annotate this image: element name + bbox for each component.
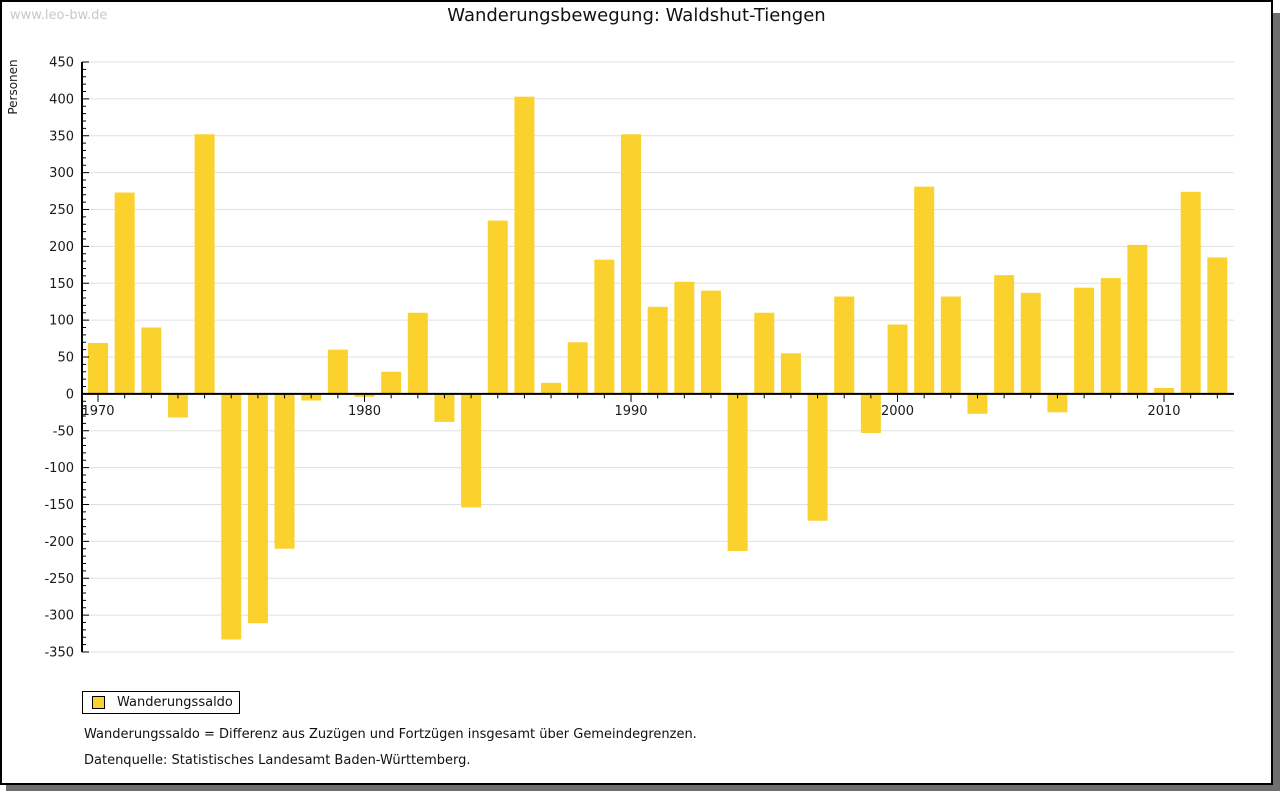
bar-1999 (860, 393, 881, 433)
x-tick-label: 2010 (1147, 404, 1180, 419)
bar-1973 (167, 393, 188, 418)
y-tick-label: -100 (44, 461, 74, 476)
bar-2001 (914, 186, 935, 394)
bar-2011 (1180, 191, 1201, 394)
bar-1984 (461, 393, 482, 508)
bar-2009 (1127, 244, 1148, 394)
frame-shadow-right (1273, 13, 1280, 791)
y-tick-labels: 450 400 350 300 250 200 150 100 50 0 -50 -100 -150 -2… (44, 56, 74, 661)
y-tick-label: -300 (44, 609, 74, 624)
bar-2006 (1047, 393, 1068, 413)
bar-2010 (1154, 387, 1175, 394)
bar-1986 (514, 96, 535, 394)
y-tick-label: 350 (49, 129, 74, 144)
bar-2012 (1207, 257, 1228, 394)
y-tick-label: 100 (49, 314, 74, 329)
y-tick-label: -350 (44, 646, 74, 661)
bar-1983 (434, 393, 455, 422)
bar-1995 (754, 312, 775, 394)
y-tick-label: 0 (66, 387, 74, 402)
bar-1993 (700, 290, 721, 394)
y-axis-title: Personen (6, 59, 20, 114)
bar-1970 (88, 342, 108, 394)
bar-1988 (567, 342, 588, 394)
bar-1987 (541, 382, 562, 394)
note-definition: Wanderungssaldo = Differenz aus Zuzügen … (84, 727, 697, 742)
bar-1990 (621, 134, 642, 394)
bar-1979 (327, 349, 348, 394)
bar-1977 (274, 393, 295, 549)
bar-1974 (194, 134, 215, 394)
x-tick-label: 1970 (81, 404, 114, 419)
bar-1976 (247, 393, 268, 624)
bar-2008 (1100, 278, 1121, 394)
bar-1994 (727, 393, 748, 551)
bar-2005 (1020, 292, 1041, 394)
x-tick-label: 1980 (348, 404, 381, 419)
legend-label: Wanderungssaldo (117, 695, 233, 710)
y-tick-label: 300 (49, 166, 74, 181)
x-tick-label: 1990 (614, 404, 647, 419)
y-tick-label: 250 (49, 203, 74, 218)
bar-1985 (487, 220, 508, 394)
bar-1996 (780, 353, 801, 394)
bar-1981 (381, 371, 402, 394)
y-tick-label: 400 (49, 92, 74, 107)
bar-1998 (834, 296, 855, 394)
legend-swatch-icon (92, 696, 105, 709)
axes (81, 61, 1234, 653)
bar-2004 (994, 275, 1015, 394)
y-tick-label: 150 (49, 277, 74, 292)
bar-1991 (647, 306, 668, 394)
bar-1992 (674, 281, 695, 394)
bar-1989 (594, 259, 615, 394)
x-tick-label: 2000 (881, 404, 914, 419)
y-tick-label: 450 (49, 56, 74, 71)
chart-title: Wanderungsbewegung: Waldshut-Tiengen (447, 5, 826, 26)
bar-series (88, 96, 1228, 640)
y-tick-label: 50 (57, 351, 74, 366)
bar-2007 (1074, 287, 1095, 394)
watermark: www.leo-bw.de (10, 8, 108, 23)
legend: Wanderungssaldo (82, 691, 240, 714)
bar-1975 (221, 393, 242, 640)
y-tick-label: -150 (44, 498, 74, 513)
y-tick-label: -250 (44, 572, 74, 587)
note-source: Datenquelle: Statistisches Landesamt Bad… (84, 753, 471, 768)
x-tick-labels: 1970 1980 1990 2000 2010 (81, 404, 1180, 419)
bar-1971 (114, 192, 135, 394)
bar-chart: 450 400 350 300 250 200 150 100 50 0 -50 -100 -150 -2… (6, 56, 1234, 661)
bar-2002 (940, 296, 961, 394)
bar-2000 (887, 324, 908, 394)
y-tick-label: 200 (49, 240, 74, 255)
bar-2003 (967, 393, 988, 414)
bar-1997 (807, 393, 828, 521)
frame-shadow-bottom (6, 784, 1273, 791)
bar-1982 (407, 312, 428, 394)
y-tick-label: -50 (53, 424, 74, 439)
y-tick-label: -200 (44, 535, 74, 550)
bar-1972 (141, 327, 162, 394)
